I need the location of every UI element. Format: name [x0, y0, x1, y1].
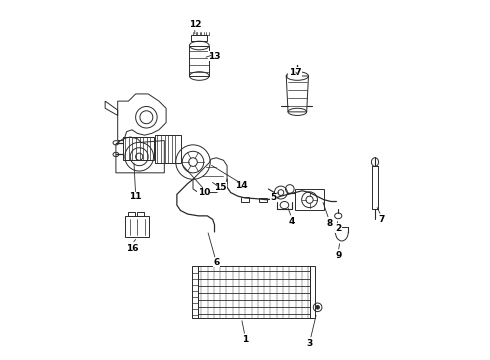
Text: 2: 2: [335, 224, 342, 233]
Text: 12: 12: [189, 19, 201, 28]
Bar: [310, 266, 315, 318]
Bar: [372, 166, 378, 209]
Circle shape: [316, 306, 319, 309]
Text: 10: 10: [197, 188, 210, 197]
Bar: [137, 212, 144, 216]
Bar: [190, 45, 209, 76]
Text: 15: 15: [214, 183, 226, 192]
Bar: [295, 189, 324, 211]
Bar: [192, 35, 207, 41]
Text: 17: 17: [289, 68, 301, 77]
Bar: [128, 212, 135, 216]
Text: 16: 16: [126, 244, 138, 253]
Text: 14: 14: [235, 181, 248, 190]
Bar: [259, 198, 267, 202]
Text: 6: 6: [213, 258, 220, 267]
Bar: [155, 135, 181, 163]
Bar: [192, 266, 198, 318]
Text: 1: 1: [242, 335, 248, 344]
Text: 8: 8: [326, 219, 332, 228]
Bar: [123, 137, 153, 160]
Text: 4: 4: [289, 217, 295, 226]
Text: 11: 11: [129, 192, 142, 201]
Bar: [125, 216, 149, 237]
Bar: [198, 266, 310, 318]
Text: 9: 9: [335, 251, 342, 260]
Text: 5: 5: [270, 193, 277, 202]
Text: 13: 13: [208, 52, 221, 61]
Text: 7: 7: [378, 215, 385, 224]
Bar: [242, 197, 248, 202]
Text: 3: 3: [306, 339, 313, 348]
